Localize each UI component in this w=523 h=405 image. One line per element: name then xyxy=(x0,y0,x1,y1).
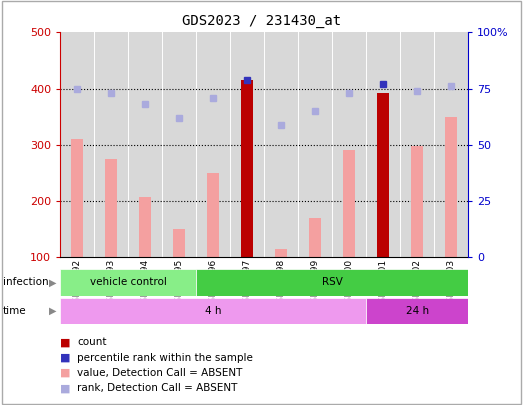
Bar xyxy=(309,218,321,257)
Bar xyxy=(411,147,423,257)
Bar xyxy=(60,298,366,324)
Bar xyxy=(173,229,185,257)
Text: 4 h: 4 h xyxy=(205,306,221,316)
Bar xyxy=(196,269,468,296)
Bar xyxy=(377,92,389,257)
Bar xyxy=(105,159,117,257)
Text: ■: ■ xyxy=(60,337,71,347)
Text: vehicle control: vehicle control xyxy=(90,277,166,288)
Bar xyxy=(366,298,468,324)
Text: value, Detection Call = ABSENT: value, Detection Call = ABSENT xyxy=(77,368,243,378)
Text: 24 h: 24 h xyxy=(405,306,429,316)
Text: ▶: ▶ xyxy=(49,306,56,315)
Bar xyxy=(445,117,457,257)
Bar xyxy=(71,139,83,257)
Bar xyxy=(343,150,355,257)
Text: infection: infection xyxy=(3,277,48,287)
Text: ■: ■ xyxy=(60,384,71,393)
Text: ■: ■ xyxy=(60,353,71,362)
Text: rank, Detection Call = ABSENT: rank, Detection Call = ABSENT xyxy=(77,384,238,393)
Text: percentile rank within the sample: percentile rank within the sample xyxy=(77,353,253,362)
Text: ▶: ▶ xyxy=(49,277,56,287)
Bar xyxy=(207,173,219,257)
Text: ■: ■ xyxy=(60,368,71,378)
Bar xyxy=(275,249,287,257)
Bar xyxy=(60,269,196,296)
Bar xyxy=(139,197,151,257)
Text: RSV: RSV xyxy=(322,277,343,288)
Text: count: count xyxy=(77,337,107,347)
Text: time: time xyxy=(3,306,26,315)
Text: GDS2023 / 231430_at: GDS2023 / 231430_at xyxy=(182,14,341,28)
Bar xyxy=(241,80,253,257)
